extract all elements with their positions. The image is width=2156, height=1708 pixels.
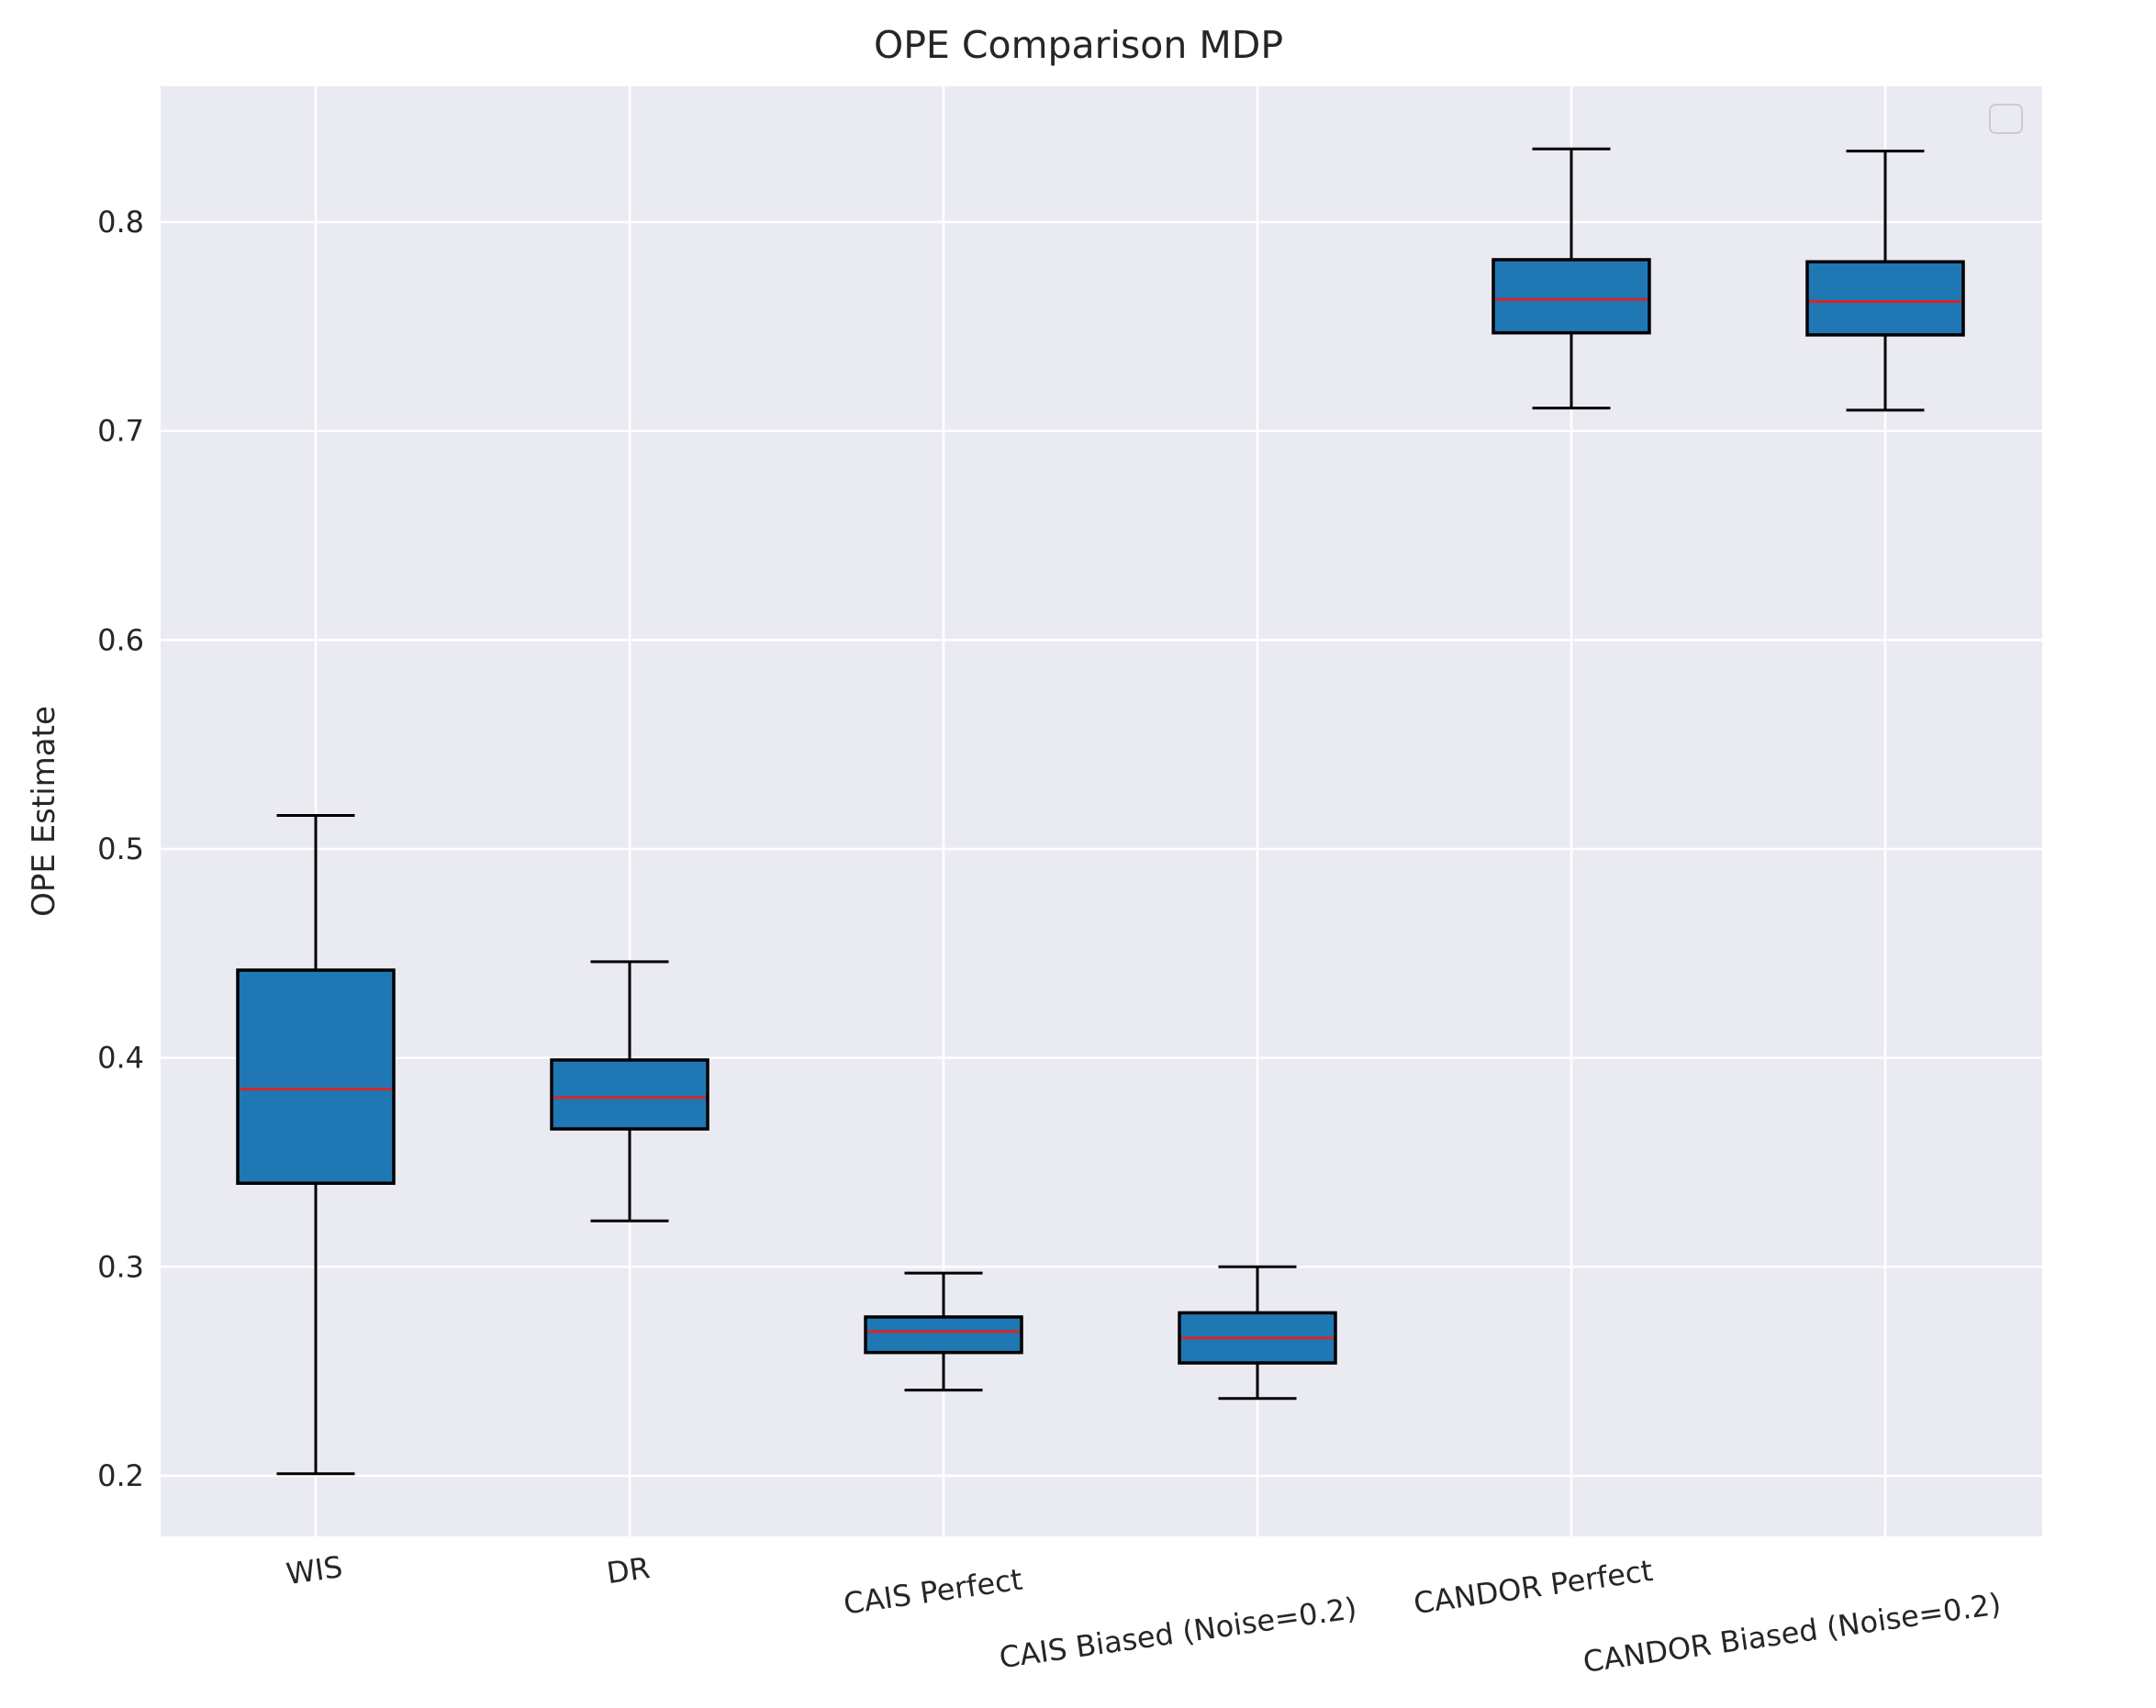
x-tick-label: CANDOR Perfect — [1412, 1553, 1655, 1621]
box-2 — [550, 960, 709, 1222]
x-tick-label: DR — [605, 1550, 653, 1591]
y-tick-label: 0.4 — [97, 1041, 144, 1076]
plot-area — [161, 86, 2042, 1536]
legend-box — [1989, 104, 2023, 134]
x-tick-label: CANDOR Biased (Noise=0.2) — [1581, 1586, 2003, 1680]
y-tick-label: 0.3 — [97, 1249, 144, 1284]
iqr-box — [1805, 260, 1965, 337]
y-tick-label: 0.5 — [97, 832, 144, 866]
y-tick-label: 0.6 — [97, 622, 144, 657]
y-axis-ticks: 0.2 0.3 0.4 0.5 0.6 0.7 0.8 — [97, 205, 144, 1493]
y-tick-label: 0.2 — [97, 1458, 144, 1493]
box-1 — [236, 814, 396, 1476]
boxes — [236, 147, 1965, 1476]
box-3 — [864, 1271, 1023, 1392]
x-tick-label: WIS — [284, 1549, 344, 1591]
y-tick-label: 0.7 — [97, 414, 144, 449]
iqr-box — [550, 1058, 709, 1131]
chart-title: OPE Comparison MDP — [874, 23, 1283, 67]
x-tick-label: CAIS Biased (Noise=0.2) — [997, 1591, 1358, 1675]
box-4 — [1178, 1265, 1337, 1401]
iqr-box — [236, 968, 396, 1185]
y-tick-label: 0.8 — [97, 205, 144, 240]
iqr-box — [1491, 258, 1651, 335]
box-6 — [1805, 150, 1965, 412]
x-tick-label: CAIS Perfect — [842, 1562, 1025, 1622]
box-5 — [1491, 147, 1651, 410]
iqr-box — [864, 1315, 1023, 1355]
y-axis-label: OPE Estimate — [26, 706, 62, 917]
